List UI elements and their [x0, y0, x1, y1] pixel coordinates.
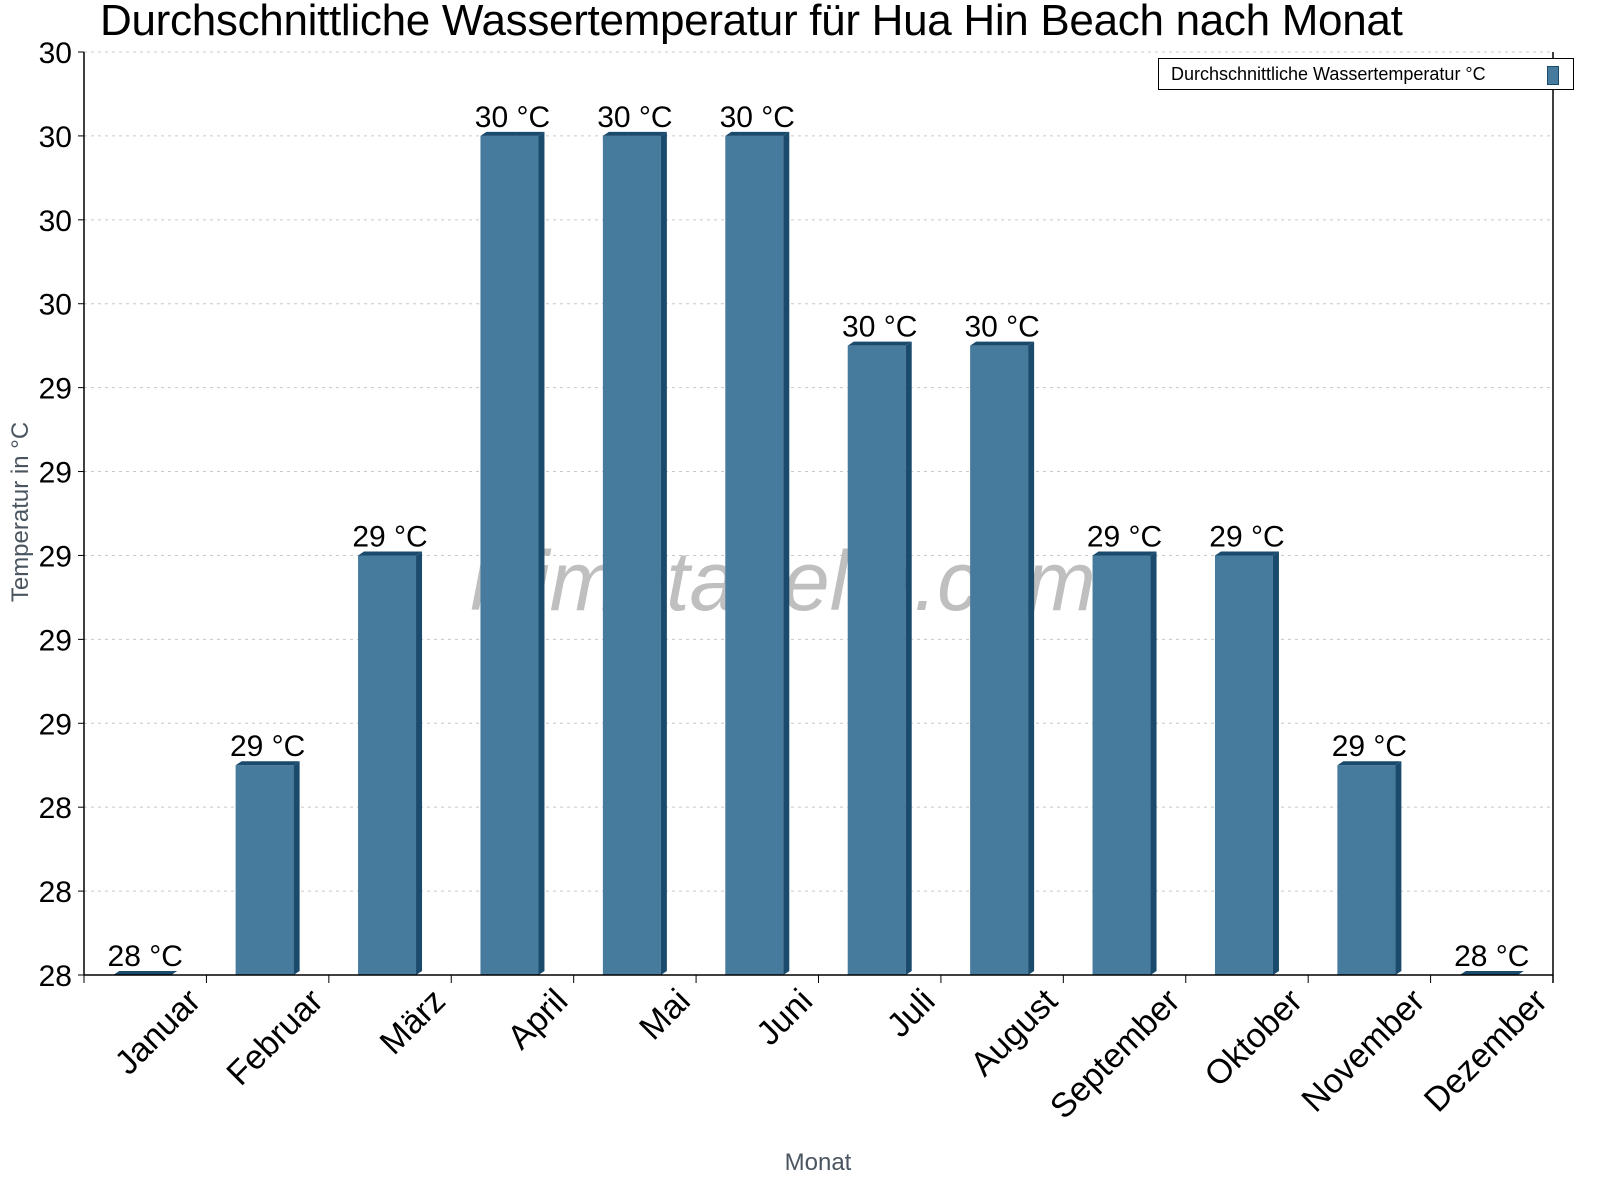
bar-september	[1092, 551, 1157, 975]
bar-august	[970, 341, 1035, 975]
x-tick-label: Mai	[632, 982, 698, 1048]
data-labels: 28 °C 29 °C 29 °C 30 °C 30 °C 30 °C 30 °C 30 °C…	[108, 101, 1530, 973]
x-tick-label: April	[500, 982, 575, 1057]
x-tick-label: Dezember	[1417, 982, 1555, 1120]
y-tick-label: 28	[39, 876, 72, 909]
bars	[113, 131, 1524, 976]
data-label: 30 °C	[842, 311, 917, 344]
bar-juni	[725, 131, 790, 976]
y-tick-label: 29	[39, 624, 72, 657]
x-tick-label: Juli	[880, 982, 943, 1045]
y-tick-label: 30	[39, 289, 72, 322]
data-label: 28 °C	[1454, 940, 1529, 973]
x-tick-label: Juni	[749, 982, 820, 1053]
chart-title: Durchschnittliche Wassertemperatur für H…	[100, 0, 1403, 45]
bar-dezember	[1459, 971, 1524, 975]
data-label: 28 °C	[108, 940, 183, 973]
data-label: 30 °C	[475, 101, 550, 134]
data-label: 30 °C	[597, 101, 672, 134]
legend: Durchschnittliche Wassertemperatur °C	[1158, 58, 1574, 90]
data-label: 30 °C	[720, 101, 795, 134]
bar-april	[480, 131, 545, 976]
data-label: 29 °C	[352, 520, 427, 553]
legend-label: Durchschnittliche Wassertemperatur °C	[1171, 64, 1486, 84]
bar-märz	[358, 551, 423, 975]
x-tick-label: November	[1294, 982, 1432, 1120]
x-tick-label: Januar	[108, 982, 208, 1082]
y-axis-title: Temperatur in °C	[7, 422, 34, 602]
data-label: 29 °C	[230, 730, 305, 763]
x-tick-label: Februar	[219, 982, 330, 1093]
data-label: 30 °C	[964, 311, 1039, 344]
bar-januar	[113, 971, 178, 975]
bar-oktober	[1214, 551, 1279, 975]
x-tick-label: März	[373, 982, 453, 1062]
y-tick-label: 30	[39, 205, 72, 238]
y-tick-label: 28	[39, 960, 72, 993]
data-label: 29 °C	[1087, 520, 1162, 553]
x-tick-label: August	[963, 981, 1065, 1083]
y-tick-label: 30	[39, 121, 72, 154]
legend-swatch-icon	[1547, 66, 1559, 85]
y-tick-label: 29	[39, 373, 72, 406]
gridlines	[84, 51, 1553, 892]
data-label: 29 °C	[1332, 730, 1407, 763]
y-tick-label: 30	[39, 37, 72, 70]
y-tick-label: 29	[39, 457, 72, 490]
data-label: 29 °C	[1209, 520, 1284, 553]
y-tick-label: 28	[39, 792, 72, 825]
x-tick-label: September	[1043, 982, 1187, 1126]
y-tick-label: 29	[39, 540, 72, 573]
bar-november	[1337, 761, 1402, 975]
bar-juli	[847, 341, 912, 975]
x-axis-title: Monat	[785, 1149, 852, 1176]
bar-februar	[235, 761, 300, 975]
y-tick-label: 29	[39, 708, 72, 741]
x-tick-label: Oktober	[1197, 982, 1309, 1094]
bar-mai	[602, 131, 667, 976]
